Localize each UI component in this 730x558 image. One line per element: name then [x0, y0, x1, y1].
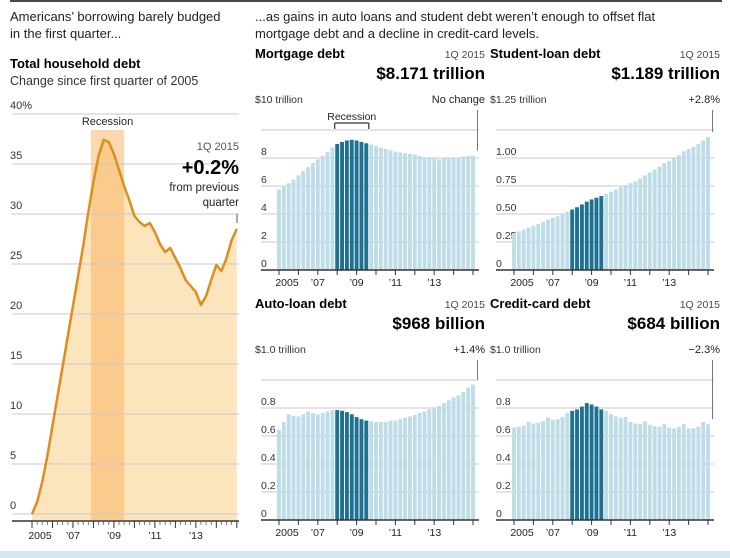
svg-text:0.2: 0.2	[496, 480, 511, 492]
panel-title-auto: Auto-loan debt	[255, 296, 347, 311]
svg-text:quarter: quarter	[203, 197, 240, 209]
y-axis-top-label-auto: $1.0 trillion	[255, 344, 306, 356]
credit-card-debt-panel: Credit-card debt 1Q 2015 $684 billion $1…	[490, 296, 720, 540]
svg-text:0.4: 0.4	[261, 452, 276, 464]
credit-card-debt-bar-chart: 0 0.2 0.4 0.6 0.8 2005 ’07 ’09 ’11 ’13	[496, 360, 714, 539]
svg-text:2005: 2005	[275, 527, 299, 539]
svg-text:0.50: 0.50	[496, 202, 517, 214]
value-label-credit: $684 billion	[627, 314, 720, 333]
svg-text:35: 35	[10, 150, 22, 162]
period-label-student: 1Q 2015	[679, 49, 720, 61]
bottom-background-strip	[0, 551, 730, 558]
svg-text:0.25: 0.25	[496, 230, 517, 242]
svg-text:’09: ’09	[350, 277, 364, 289]
svg-text:’09: ’09	[350, 527, 364, 539]
svg-text:1Q 2015: 1Q 2015	[197, 141, 239, 153]
svg-text:’13: ’13	[662, 277, 676, 289]
svg-text:2005: 2005	[510, 527, 534, 539]
svg-text:1.00: 1.00	[496, 146, 517, 158]
period-label-auto: 1Q 2015	[444, 299, 485, 311]
svg-text:15: 15	[10, 350, 22, 362]
svg-text:4: 4	[261, 202, 267, 214]
change-label-mortgage: No change	[431, 94, 485, 106]
period-label-credit: 1Q 2015	[679, 299, 720, 311]
top-crop-artifact	[10, 0, 722, 2]
svg-text:’13: ’13	[427, 527, 441, 539]
svg-text:0.8: 0.8	[496, 396, 511, 408]
auto-loan-debt-bar-chart: 0 0.2 0.4 0.6 0.8 2005 ’07 ’09 ’11 ’13	[261, 360, 479, 539]
panel-subtitle-total: Change since first quarter of 2005	[10, 74, 199, 88]
panel-title-mortgage: Mortgage debt	[255, 46, 345, 61]
total-household-debt-area-chart: 0 5 10 15 20 25 30 35 40% Recession 2005 ’07 ’09 ’11 ’…	[10, 100, 240, 542]
lede-right: ...as gains in auto loans and student de…	[255, 9, 656, 41]
svg-text:’13: ’13	[189, 530, 203, 542]
svg-text:’09: ’09	[585, 527, 599, 539]
value-label-student: $1.189 trillion	[611, 64, 720, 83]
mortgage-debt-bar-chart: 0 2 4 6 8 2005 ’07 ’09 ’11 ’13 Recession	[261, 110, 479, 289]
svg-text:’13: ’13	[662, 527, 676, 539]
svg-text:’07: ’07	[311, 277, 325, 289]
svg-text:2005: 2005	[28, 530, 52, 542]
total-household-debt-panel: Total household debt Change since first …	[8, 56, 246, 549]
svg-text:’13: ’13	[427, 277, 441, 289]
svg-text:2: 2	[261, 230, 267, 242]
svg-text:5: 5	[10, 450, 16, 462]
y-axis-top-label-mortgage: $10 trillion	[255, 94, 303, 106]
auto-loan-debt-panel: Auto-loan debt 1Q 2015 $968 billion $1.0…	[255, 296, 485, 540]
student-loan-debt-bar-chart: 0 0.25 0.50 0.75 1.00 2005 ’07 ’09 ’11 ’13	[496, 110, 714, 289]
panel-title-credit: Credit-card debt	[490, 296, 591, 311]
svg-text:’07: ’07	[311, 527, 325, 539]
svg-text:0.2: 0.2	[261, 480, 276, 492]
svg-text:0: 0	[261, 508, 267, 520]
change-label-student: +2.8%	[688, 94, 721, 106]
svg-text:0: 0	[261, 258, 267, 270]
y-axis-top-label-student: $1.25 trillion	[490, 94, 547, 106]
svg-text:’11: ’11	[389, 527, 402, 539]
svg-text:’07: ’07	[546, 527, 560, 539]
svg-text:30: 30	[10, 200, 22, 212]
student-loan-debt-panel: Student-loan debt 1Q 2015 $1.189 trillio…	[490, 46, 720, 290]
svg-text:’11: ’11	[624, 277, 637, 289]
svg-text:25: 25	[10, 250, 22, 262]
change-label-credit: −2.3%	[688, 344, 721, 356]
svg-text:from previous: from previous	[169, 182, 239, 194]
svg-text:0: 0	[496, 258, 502, 270]
svg-text:Recession: Recession	[82, 116, 133, 128]
svg-text:0.8: 0.8	[261, 396, 276, 408]
svg-text:’11: ’11	[389, 277, 402, 289]
value-label-auto: $968 billion	[392, 314, 485, 333]
svg-text:0.6: 0.6	[496, 424, 511, 436]
svg-text:’07: ’07	[66, 530, 80, 542]
svg-text:+0.2%: +0.2%	[182, 157, 239, 179]
svg-text:2005: 2005	[275, 277, 299, 289]
panel-title-total: Total household debt	[10, 56, 141, 71]
svg-text:40%: 40%	[10, 100, 32, 112]
svg-text:0.75: 0.75	[496, 174, 517, 186]
svg-text:2005: 2005	[510, 277, 534, 289]
svg-text:20: 20	[10, 300, 22, 312]
value-label-mortgage: $8.171 trillion	[376, 64, 485, 83]
svg-text:8: 8	[261, 146, 267, 158]
change-label-auto: +1.4%	[453, 344, 486, 356]
mortgage-debt-panel: Mortgage debt 1Q 2015 $8.171 trillion $1…	[255, 46, 485, 290]
panel-title-student: Student-loan debt	[490, 46, 601, 61]
period-label-mortgage: 1Q 2015	[444, 49, 485, 61]
svg-text:0: 0	[10, 500, 16, 512]
svg-text:0: 0	[496, 508, 502, 520]
y-axis-top-label-credit: $1.0 trillion	[490, 344, 541, 356]
svg-text:0.6: 0.6	[261, 424, 276, 436]
lede-left: Americans’ borrowing barely budged in th…	[10, 9, 221, 41]
svg-text:0.4: 0.4	[496, 452, 511, 464]
svg-text:’07: ’07	[546, 277, 560, 289]
svg-text:6: 6	[261, 174, 267, 186]
svg-text:’11: ’11	[624, 527, 637, 539]
svg-text:10: 10	[10, 400, 22, 412]
svg-text:’11: ’11	[148, 530, 161, 542]
svg-text:’09: ’09	[585, 277, 599, 289]
svg-text:’09: ’09	[107, 530, 121, 542]
svg-text:Recession: Recession	[327, 111, 376, 123]
